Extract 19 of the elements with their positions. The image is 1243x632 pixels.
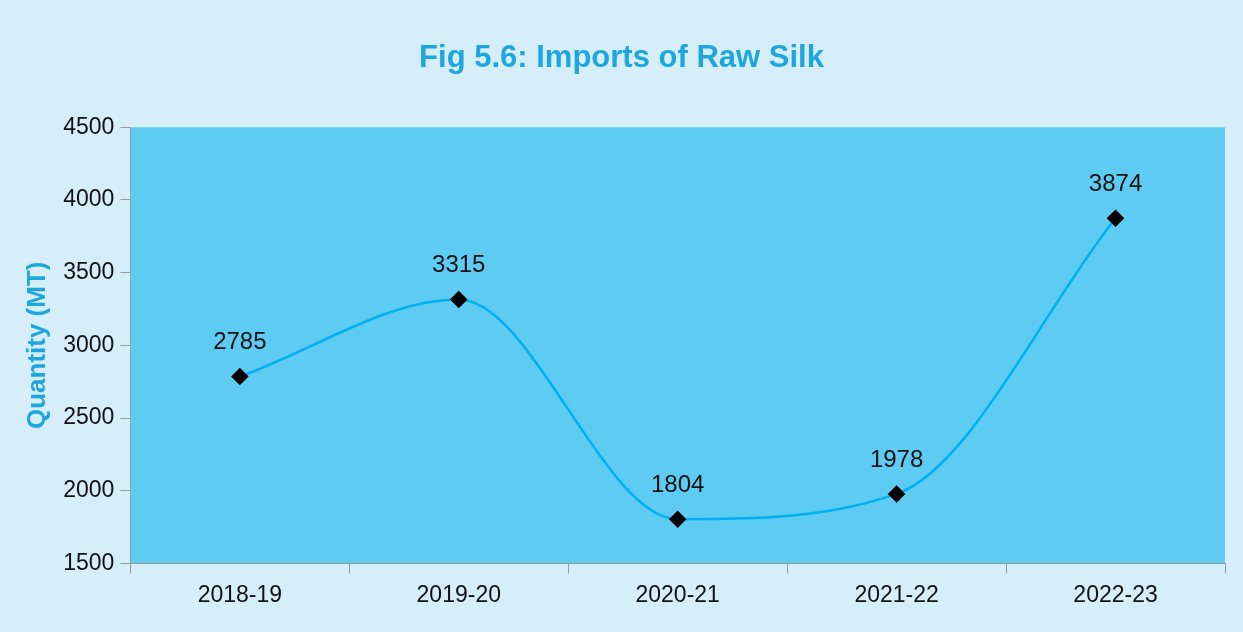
data-label: 3874 (1088, 168, 1143, 196)
y-tick-label: 3500 (63, 257, 115, 284)
x-tick-label: 2018-19 (197, 580, 283, 607)
data-label: 1978 (869, 444, 924, 472)
y-tick-label: 3000 (63, 330, 115, 357)
data-label: 2785 (213, 327, 267, 355)
x-tick-label: 2021-22 (854, 580, 939, 607)
x-tick-label: 2022-23 (1073, 580, 1158, 607)
data-label: 3315 (432, 250, 486, 278)
chart-title: Fig 5.6: Imports of Raw Silk (419, 39, 825, 75)
y-tick-label: 2000 (63, 476, 115, 503)
y-axis-title: Quantity (MT) (20, 261, 51, 430)
y-tick-label: 4000 (63, 185, 115, 212)
x-tick-label: 2020-21 (635, 580, 720, 607)
data-label: 1804 (650, 469, 705, 497)
y-tick-label: 2500 (63, 403, 115, 430)
y-tick-label: 4500 (63, 112, 115, 139)
y-tick-label: 1500 (63, 548, 115, 575)
x-tick-label: 2019-20 (416, 580, 501, 607)
